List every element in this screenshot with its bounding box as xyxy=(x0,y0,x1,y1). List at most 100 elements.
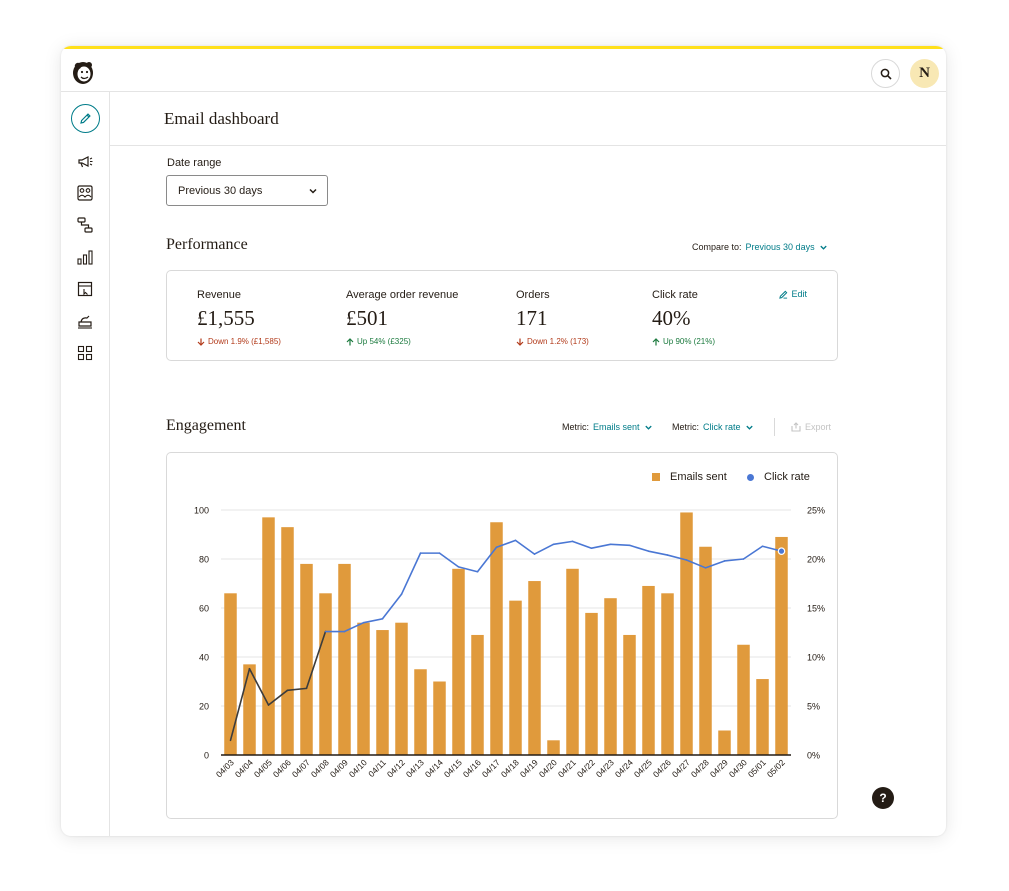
line-segment xyxy=(666,554,688,561)
legend-item-emails-sent[interactable]: Emails sent xyxy=(652,471,727,483)
x-tick-label: 04/10 xyxy=(347,757,369,779)
compare-to-control[interactable]: Compare to: Previous 30 days xyxy=(692,242,828,252)
metric-revenue: Revenue £1,555 Down 1.9% (£1,585) xyxy=(197,289,281,346)
pencil-icon xyxy=(80,113,91,124)
line-segment xyxy=(742,545,764,560)
line-segment xyxy=(476,546,498,573)
bar xyxy=(699,546,712,755)
bar xyxy=(737,644,750,755)
x-tick-label: 04/16 xyxy=(461,757,483,779)
bar xyxy=(528,581,541,755)
chevron-down-icon xyxy=(309,188,317,194)
y-right-tick-label: 0% xyxy=(807,751,820,761)
page-title: Email dashboard xyxy=(164,109,279,128)
metric-orders: Orders 171 Down 1.2% (173) xyxy=(516,289,589,346)
line-segment xyxy=(495,539,517,549)
bar xyxy=(585,612,598,755)
bar xyxy=(357,622,370,755)
help-button[interactable]: ? xyxy=(872,787,894,809)
grid-icon xyxy=(77,345,93,361)
search-icon xyxy=(880,68,892,80)
bar xyxy=(243,664,256,755)
metric-delta: Down 1.2% (173) xyxy=(516,337,589,346)
date-range-select[interactable]: Previous 30 days xyxy=(166,175,328,206)
mailchimp-logo-icon[interactable] xyxy=(69,58,97,86)
top-accent-bar xyxy=(61,46,946,49)
bar xyxy=(338,563,351,755)
y-right-tick-label: 25% xyxy=(807,506,825,516)
edit-metrics-link[interactable]: Edit xyxy=(779,289,807,299)
line-segment xyxy=(685,559,707,569)
sidebar-item-website[interactable] xyxy=(76,280,94,298)
x-tick-label: 04/11 xyxy=(366,757,388,779)
x-tick-label: 04/21 xyxy=(556,757,578,779)
x-tick-label: 05/01 xyxy=(746,757,768,779)
line-segment xyxy=(514,539,536,555)
create-button[interactable] xyxy=(71,104,100,133)
bar xyxy=(756,679,769,755)
x-tick-label: 04/09 xyxy=(328,757,350,779)
metric-value: 40% xyxy=(652,306,691,330)
y-left-tick-label: 80 xyxy=(199,555,209,565)
bar xyxy=(490,522,503,755)
metric-label: Revenue xyxy=(197,289,242,301)
chevron-down-icon xyxy=(745,425,753,430)
legend-swatch xyxy=(652,473,660,481)
metric-label: Click rate xyxy=(652,289,698,301)
line-segment xyxy=(723,558,745,562)
y-right-tick-label: 5% xyxy=(807,702,820,712)
metric-select-emails[interactable]: Metric: Emails sent xyxy=(562,422,653,432)
compare-label: Compare to: xyxy=(692,242,742,252)
legend-swatch xyxy=(747,473,754,481)
metric-value: Click rate xyxy=(703,422,741,432)
line-segment xyxy=(628,544,650,552)
sidebar-item-campaigns[interactable] xyxy=(76,152,94,170)
bar xyxy=(300,563,313,755)
metric-click-rate: Click rate 40% Up 90% (21%) xyxy=(652,289,715,346)
metric-delta: Up 54% (£325) xyxy=(346,337,458,346)
metric-value: £501 xyxy=(346,306,388,330)
bar xyxy=(433,681,446,755)
sidebar-item-integrations[interactable] xyxy=(76,344,94,362)
x-tick-label: 04/14 xyxy=(423,757,445,779)
x-tick-label: 04/22 xyxy=(575,757,597,779)
control-divider xyxy=(774,418,775,436)
x-tick-label: 04/23 xyxy=(594,757,616,779)
sidebar-item-automations[interactable] xyxy=(76,216,94,234)
avatar[interactable]: N xyxy=(910,59,939,88)
line-segment xyxy=(267,689,289,706)
chevron-down-icon xyxy=(644,425,652,430)
metric-label: Metric: xyxy=(562,422,589,432)
y-right-tick-label: 10% xyxy=(807,653,825,663)
metric-value: £1,555 xyxy=(197,306,255,330)
metric-select-click-rate[interactable]: Metric: Click rate xyxy=(672,422,754,432)
x-tick-label: 04/30 xyxy=(727,757,749,779)
metric-label: Metric: xyxy=(672,422,699,432)
megaphone-icon xyxy=(78,156,93,168)
metric-delta: Down 1.9% (£1,585) xyxy=(197,337,281,346)
sidebar-item-analytics[interactable] xyxy=(76,248,94,266)
y-left-tick-label: 0 xyxy=(204,751,209,761)
pencil-icon xyxy=(779,290,788,299)
line-segment xyxy=(457,566,479,573)
x-tick-label: 04/26 xyxy=(651,757,673,779)
engagement-title: Engagement xyxy=(166,417,246,434)
bar xyxy=(680,512,693,755)
search-button[interactable] xyxy=(871,59,900,88)
line-segment xyxy=(381,593,403,620)
sidebar-item-content[interactable] xyxy=(76,312,94,330)
legend-item-click-rate[interactable]: Click rate xyxy=(747,471,810,483)
x-tick-label: 04/28 xyxy=(689,757,711,779)
line-segment xyxy=(229,667,251,742)
x-tick-label: 04/03 xyxy=(214,757,236,779)
bar xyxy=(566,568,579,755)
sidebar xyxy=(61,92,110,836)
sidebar-item-audience[interactable] xyxy=(76,184,94,202)
line-segment xyxy=(552,540,574,546)
y-left-tick-label: 60 xyxy=(199,604,209,614)
line-segment xyxy=(305,630,327,690)
bar xyxy=(623,634,636,755)
content-studio-icon xyxy=(78,315,92,329)
bar xyxy=(452,568,465,755)
export-button[interactable]: Export xyxy=(791,422,831,432)
